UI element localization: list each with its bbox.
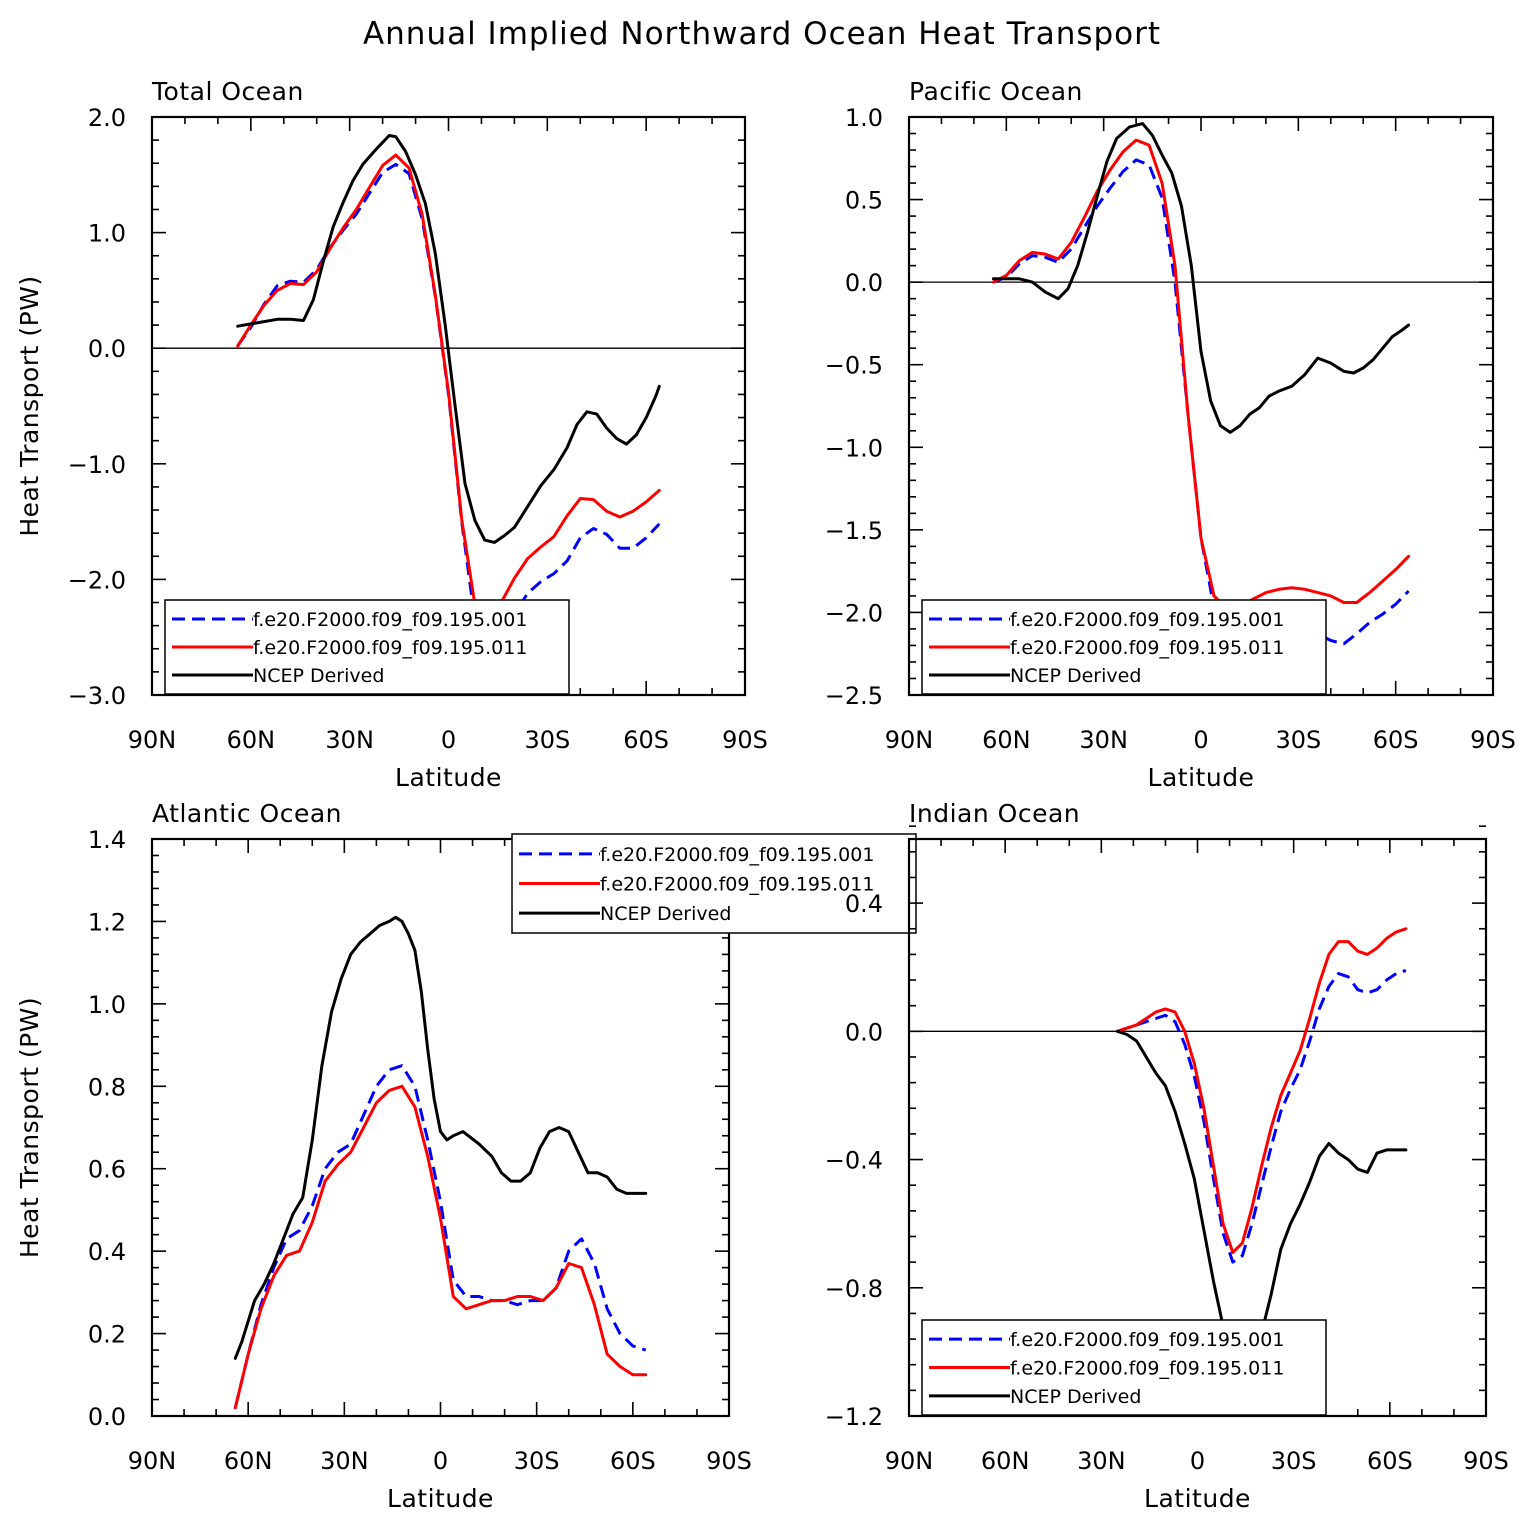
series-line-1: [1116, 968, 1407, 1264]
legend-label: f.e20.F2000.f09_f09.195.001: [253, 609, 527, 631]
x-tick-label: 30N: [325, 726, 374, 754]
y-tick-label: 1.0: [845, 104, 883, 132]
panel-2: 90N 60N 30N 0 30S 60S 90S −2.5 −2.0 −1.5 −1.0 −0.5 0…: [825, 77, 1516, 792]
x-tick-label: 90S: [1470, 726, 1516, 754]
x-tick-label: 30N: [1079, 726, 1128, 754]
legend-label: NCEP Derived: [253, 665, 384, 687]
x-tick-label: 60N: [982, 726, 1031, 754]
y-tick-label: −1.5: [825, 517, 883, 545]
legend-label: f.e20.F2000.f09_f09.195.011: [1010, 637, 1284, 659]
y-tick-label: 1.4: [88, 826, 126, 854]
legend-label: f.e20.F2000.f09_f09.195.001: [600, 844, 874, 866]
y-tick-label: −0.5: [825, 352, 883, 380]
x-tick-label: 0: [441, 726, 456, 754]
y-tick-label: 0.0: [88, 335, 126, 363]
y-tick-label: −0.4: [825, 1147, 883, 1175]
series-line-3: [991, 122, 1411, 434]
x-axis-label: Latitude: [1148, 763, 1255, 792]
x-tick-label: 60S: [1367, 1447, 1413, 1475]
x-tick-label: 60S: [623, 726, 669, 754]
x-tick-label: 0: [1193, 726, 1208, 754]
y-tick-label: 0.4: [845, 890, 883, 918]
y-tick-label: 1.0: [88, 991, 126, 1019]
legend-label: f.e20.F2000.f09_f09.195.011: [253, 637, 527, 659]
panels: 90N 60N 30N 0 30S 60S 90S −3.0 −2.0 −1.0 0.0 1.0 2.0…: [15, 77, 1516, 1513]
x-tick-label: 90N: [128, 1447, 177, 1475]
y-tick-label: 1.0: [88, 220, 126, 248]
x-axis-label: Latitude: [387, 1484, 494, 1513]
series-line-2: [1115, 927, 1408, 1254]
x-tick-label: 90S: [1463, 1447, 1509, 1475]
y-tick-label: −2.0: [68, 566, 126, 594]
legend-label: f.e20.F2000.f09_f09.195.001: [1010, 609, 1284, 631]
y-tick-label: 0.2: [88, 1321, 126, 1349]
y-tick-label: −1.0: [825, 434, 883, 462]
legend-label: f.e20.F2000.f09_f09.195.011: [600, 874, 874, 896]
x-tick-label: 30S: [1271, 1447, 1317, 1475]
x-tick-label: 90S: [722, 726, 768, 754]
x-tick-label: 60N: [227, 726, 276, 754]
series-line-1: [992, 158, 1410, 646]
panel-1: 90N 60N 30N 0 30S 60S 90S −3.0 −2.0 −1.0 0.0 1.0 2.0…: [15, 77, 768, 792]
y-axis-label: Heat Transport (PW): [15, 997, 44, 1258]
y-tick-label: −0.8: [825, 1275, 883, 1303]
y-tick-label: −2.5: [825, 682, 883, 710]
figure-title: Annual Implied Northward Ocean Heat Tran…: [363, 16, 1161, 52]
x-tick-label: 30S: [514, 1447, 560, 1475]
series-line-2: [991, 138, 1411, 611]
y-tick-label: −3.0: [68, 682, 126, 710]
y-tick-label: −1.0: [68, 451, 126, 479]
x-tick-label: 30N: [320, 1447, 369, 1475]
legend: f.e20.F2000.f09_f09.195.001 f.e20.F2000.f…: [921, 599, 1327, 695]
x-tick-label: 60N: [981, 1447, 1030, 1475]
legend: f.e20.F2000.f09_f09.195.001 f.e20.F2000.f…: [921, 1319, 1327, 1416]
series-line-2: [233, 1084, 648, 1410]
y-tick-label: 2.0: [88, 104, 126, 132]
x-tick-label: 60S: [610, 1447, 656, 1475]
y-tick-label: 0.0: [845, 1018, 883, 1046]
legend-label: NCEP Derived: [1010, 1386, 1141, 1408]
series-line-2: [236, 153, 661, 625]
series-line-3: [233, 915, 648, 1360]
legend: f.e20.F2000.f09_f09.195.001 f.e20.F2000.f…: [164, 599, 570, 695]
x-tick-label: 30S: [524, 726, 570, 754]
y-tick-label: 1.2: [88, 908, 126, 936]
x-tick-label: 90N: [885, 726, 934, 754]
x-tick-label: 0: [433, 1447, 448, 1475]
panel-3: 90N 60N 30N 0 30S 60S 90S 0.0 0.2 0.4 0.6 0.8 1.0 1.2…: [15, 799, 917, 1513]
y-axis-label: Heat Transport (PW): [15, 275, 44, 536]
x-axis-label: Latitude: [1144, 1484, 1251, 1513]
panel-title: Pacific Ocean: [909, 77, 1083, 106]
y-tick-label: 0.5: [845, 187, 883, 215]
panel-title: Indian Ocean: [909, 799, 1080, 828]
legend-label: f.e20.F2000.f09_f09.195.011: [1010, 1358, 1284, 1380]
x-tick-label: 90N: [885, 1447, 934, 1475]
x-tick-label: 30N: [1077, 1447, 1126, 1475]
x-tick-label: 90S: [706, 1447, 752, 1475]
x-axis-label: Latitude: [395, 763, 502, 792]
panel-4: 90N 60N 30N 0 30S 60S 90S −1.2 −0.8 −0.4 0.0 0.4 Ind…: [825, 799, 1509, 1513]
legend-label: NCEP Derived: [600, 903, 731, 925]
y-tick-label: 0.6: [88, 1156, 126, 1184]
panel-title: Total Ocean: [151, 77, 304, 106]
legend-label: NCEP Derived: [1010, 665, 1141, 687]
series-line-1: [233, 1064, 647, 1409]
x-tick-label: 60S: [1373, 726, 1419, 754]
legend: f.e20.F2000.f09_f09.195.001 f.e20.F2000.f…: [511, 833, 917, 934]
x-tick-label: 30S: [1275, 726, 1321, 754]
x-tick-label: 60N: [224, 1447, 273, 1475]
y-tick-label: 0.4: [88, 1238, 126, 1266]
legend-label: f.e20.F2000.f09_f09.195.001: [1010, 1329, 1284, 1351]
y-tick-label: 0.8: [88, 1073, 126, 1101]
x-tick-label: 0: [1190, 1447, 1205, 1475]
x-tick-label: 90N: [128, 726, 177, 754]
series-line-3: [236, 134, 661, 544]
y-tick-label: −1.2: [825, 1403, 883, 1431]
panel-title: Atlantic Ocean: [152, 799, 342, 828]
y-tick-label: 0.0: [88, 1403, 126, 1431]
y-tick-label: −2.0: [825, 599, 883, 627]
y-tick-label: 0.0: [845, 269, 883, 297]
